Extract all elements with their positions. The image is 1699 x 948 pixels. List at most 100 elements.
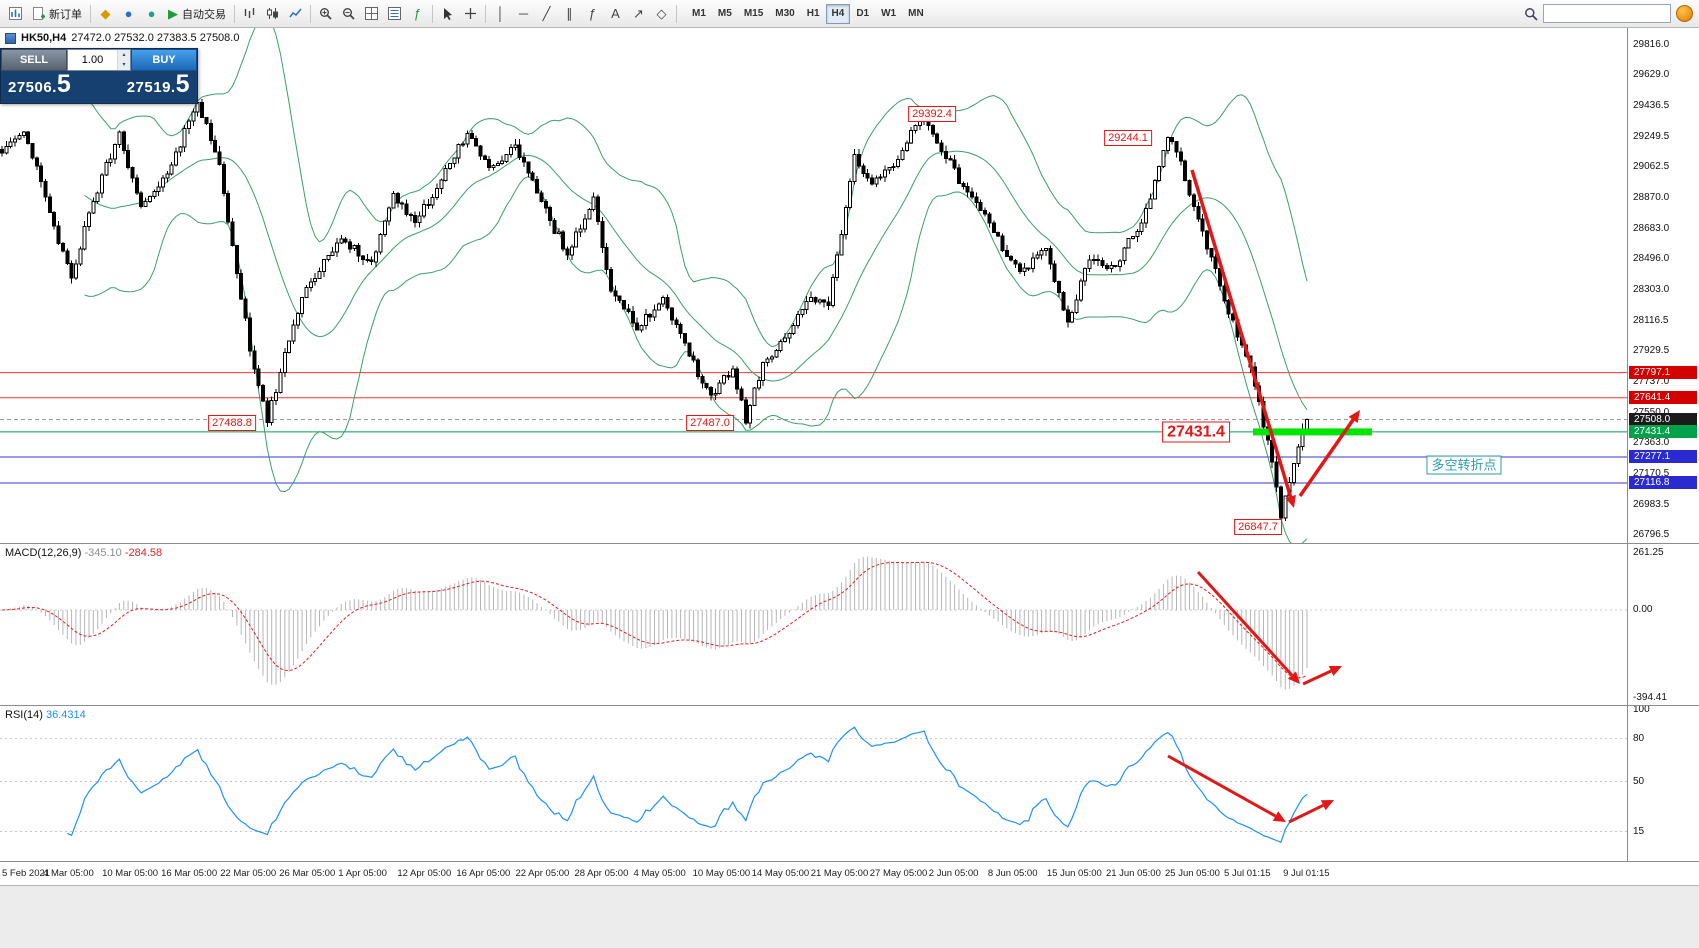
- autotrading-button[interactable]: ▶ 自动交易: [163, 3, 231, 25]
- trend-arrow[interactable]: [1302, 669, 1332, 686]
- symbol-icon: [5, 32, 16, 44]
- new-order-button[interactable]: 新订单: [27, 3, 87, 25]
- toolbar-separator: [485, 4, 486, 23]
- time-axis-label: 25 Jun 05:00: [1165, 868, 1220, 879]
- price-axis-label: 27737.0: [1633, 376, 1670, 387]
- rsi-value: 36.4314: [45, 709, 86, 721]
- toolbar-separator: [234, 4, 235, 23]
- price-annotation[interactable]: 27431.4: [1162, 421, 1230, 443]
- trend-arrow-head: [1320, 800, 1334, 811]
- macd-axis-label: 261.25: [1633, 547, 1664, 558]
- volume-input[interactable]: [68, 50, 117, 70]
- data-window-button[interactable]: [383, 3, 406, 25]
- price-annotation[interactable]: 27488.8: [208, 415, 256, 431]
- zoom-out-button[interactable]: [337, 3, 360, 25]
- trend-arrow[interactable]: [1167, 754, 1277, 818]
- trend-arrow[interactable]: [1190, 169, 1293, 498]
- symbol-name: HK50,H4: [21, 32, 67, 44]
- timeframe-button-mn[interactable]: MN: [902, 4, 930, 24]
- volume-up-button[interactable]: ▴: [118, 50, 130, 60]
- text-button[interactable]: A: [604, 3, 627, 25]
- bollinger-bands: [84, 28, 1308, 543]
- trend-arrow[interactable]: [1298, 418, 1355, 498]
- volume-down-button[interactable]: ▾: [118, 60, 130, 70]
- zoom-in-icon: [320, 8, 332, 20]
- horizontal-line-button[interactable]: ─: [512, 3, 535, 25]
- fibonacci-button[interactable]: ƒ: [581, 3, 604, 25]
- buy-price[interactable]: 27519.5: [127, 72, 190, 100]
- data-window-icon: [388, 7, 401, 20]
- timeframe-button-m1[interactable]: M1: [686, 4, 712, 24]
- trendline-button[interactable]: ╱: [535, 3, 558, 25]
- timeframe-button-d1[interactable]: D1: [850, 4, 875, 24]
- timeframe-button-w1[interactable]: W1: [875, 4, 902, 24]
- autotrading-label: 自动交易: [182, 8, 226, 21]
- trend-arrow[interactable]: [1196, 570, 1294, 677]
- green-zone-bar[interactable]: [1253, 428, 1372, 436]
- new-chart-button[interactable]: [4, 3, 27, 25]
- time-axis-label: 1 Apr 05:00: [338, 868, 387, 879]
- vertical-line-icon: │: [496, 6, 505, 21]
- macd-name: MACD(12,26,9): [5, 547, 82, 559]
- timeframe-button-m15[interactable]: M15: [738, 4, 769, 24]
- candlestick-chart-icon: [267, 8, 278, 19]
- cursor-button[interactable]: [436, 3, 459, 25]
- price-annotation[interactable]: 27487.0: [686, 415, 734, 431]
- candlestick-chart-button[interactable]: [261, 3, 284, 25]
- price-tag: 27508.0: [1629, 413, 1697, 426]
- vertical-line-button[interactable]: │: [489, 3, 512, 25]
- candles-layer: [0, 98, 1309, 524]
- price-axis-label: 27363.0: [1633, 437, 1670, 448]
- timeframe-button-m5[interactable]: M5: [712, 4, 738, 24]
- main-chart-panel[interactable]: 29392.4 29244.1 27488.8 27487.0 27431.4 26847…: [0, 28, 1699, 544]
- tile-windows-button[interactable]: [360, 3, 383, 25]
- channel-icon: ∥: [566, 6, 573, 21]
- price-annotation[interactable]: 26847.7: [1234, 519, 1282, 535]
- timeframe-group: M1 M5 M15 M30 H1 H4 D1 W1 MN: [686, 3, 930, 24]
- new-chart-icon: [9, 7, 22, 20]
- autotrading-play-icon: ▶: [168, 6, 178, 21]
- arrows-button[interactable]: ↗: [627, 3, 650, 25]
- turning-point-label[interactable]: 多空转折点: [1426, 455, 1502, 475]
- trade-panel-prices: 27506.5 27519.5: [1, 71, 197, 103]
- navigator-button[interactable]: ●: [140, 3, 163, 25]
- price-annotation[interactable]: 29244.1: [1104, 130, 1152, 146]
- crosshair-button[interactable]: [459, 3, 482, 25]
- main-chart-canvas[interactable]: [0, 28, 1627, 543]
- zoom-in-button[interactable]: [314, 3, 337, 25]
- metaeditor-button[interactable]: ◆: [94, 3, 117, 25]
- price-tag: 27116.8: [1629, 476, 1697, 489]
- trade-panel-controls: SELL ▴ ▾ BUY: [1, 49, 197, 71]
- line-chart-button[interactable]: [284, 3, 307, 25]
- macd-signal-line: [1, 561, 1308, 679]
- symbol-search-input[interactable]: [1543, 4, 1671, 23]
- arrows-icon: ↗: [633, 6, 644, 21]
- channel-button[interactable]: ∥: [558, 3, 581, 25]
- shapes-icon: ◇: [656, 6, 667, 21]
- sell-button[interactable]: SELL: [1, 49, 67, 71]
- rsi-panel[interactable]: RSI(14) 36.4314 100 80 50 15: [0, 706, 1699, 862]
- bar-chart-button[interactable]: [238, 3, 261, 25]
- rsi-name: RSI(14): [5, 709, 43, 721]
- rsi-axis-label: 15: [1633, 826, 1645, 837]
- timeframe-button-m30[interactable]: M30: [769, 4, 800, 24]
- indicators-button[interactable]: ƒ: [406, 3, 429, 25]
- sell-price-pips: 5: [56, 70, 72, 98]
- macd-panel[interactable]: MACD(12,26,9) -345.10 -284.58 261.25 0.00…: [0, 544, 1699, 706]
- time-axis-label: 26 Mar 05:00: [279, 868, 336, 879]
- price-annotation[interactable]: 29392.4: [908, 106, 956, 122]
- timeframe-button-h4[interactable]: H4: [825, 3, 851, 24]
- time-axis-label: 22 Mar 05:00: [220, 868, 277, 879]
- community-icon[interactable]: [1676, 5, 1693, 22]
- price-axis-label: 28303.0: [1633, 284, 1670, 295]
- market-watch-icon: ●: [124, 6, 133, 21]
- buy-button[interactable]: BUY: [131, 49, 197, 71]
- time-axis-label: 5 Jul 01:15: [1224, 868, 1271, 879]
- price-axis-label: 28870.0: [1633, 192, 1670, 203]
- timeframe-button-h1[interactable]: H1: [801, 4, 826, 24]
- one-click-trading-panel: SELL ▴ ▾ BUY 27506.5 27519.5: [0, 48, 198, 104]
- shapes-button[interactable]: ◇: [650, 3, 673, 25]
- market-watch-button[interactable]: ●: [117, 3, 140, 25]
- sell-price[interactable]: 27506.5: [8, 72, 71, 100]
- trend-arrow[interactable]: [1288, 803, 1324, 824]
